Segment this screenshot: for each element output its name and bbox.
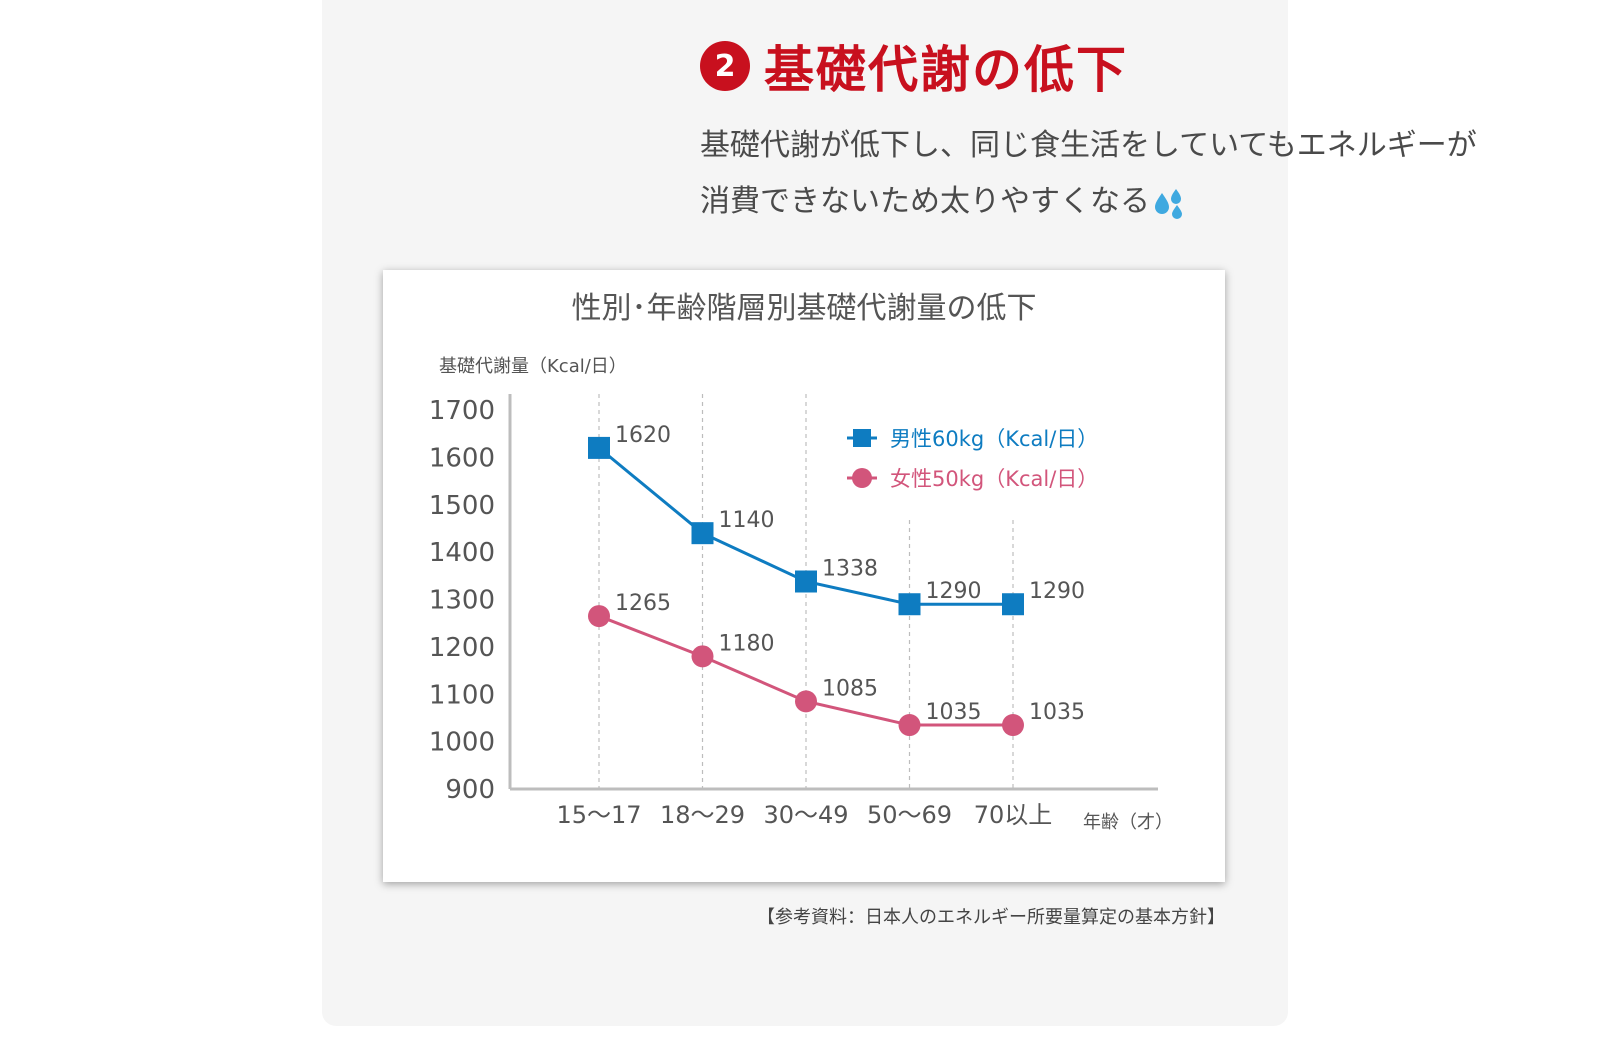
data-label: 1140 xyxy=(719,508,775,533)
chart-svg: 性別･年齢階層別基礎代謝量の低下 基礎代謝量（Kcal/日） 年齢（才） 170… xyxy=(429,291,1173,833)
legend-circle-marker xyxy=(852,468,872,488)
section-number-badge: 2 xyxy=(700,41,750,91)
data-label: 1620 xyxy=(615,423,671,448)
x-axis-label: 年齢（才） xyxy=(1083,812,1173,833)
data-label: 1180 xyxy=(719,631,775,656)
vertical-gridlines xyxy=(598,394,1014,789)
data-label: 1035 xyxy=(1029,700,1085,725)
chart-title: 性別･年齢階層別基礎代謝量の低下 xyxy=(572,291,1037,326)
y-tick-label: 1300 xyxy=(429,586,495,616)
chart-legend: 男性60kg（Kcal/日） 女性50kg（Kcal/日） xyxy=(847,427,1098,491)
x-tick-label: 70以上 xyxy=(974,801,1053,829)
x-tick-label: 18〜29 xyxy=(660,801,745,829)
y-tick-label: 1000 xyxy=(429,728,495,758)
x-tick-labels: 15〜17 18〜29 30〜49 50〜69 70以上 xyxy=(556,801,1052,829)
y-tick-label: 1700 xyxy=(429,396,495,426)
x-tick-label: 50〜69 xyxy=(867,801,952,829)
section-title: 基礎代謝の低下 xyxy=(764,41,1128,99)
y-axis-label: 基礎代謝量（Kcal/日） xyxy=(439,356,627,377)
axes xyxy=(508,394,1158,791)
y-tick-label: 1200 xyxy=(429,633,495,663)
data-label: 1338 xyxy=(822,556,878,581)
sweat-droplets-icon xyxy=(1155,188,1182,219)
data-label: 1265 xyxy=(615,591,671,616)
series-female: 1265 1180 1085 1035 1035 xyxy=(588,591,1085,737)
description-line-2: 消費できないため太りやすくなる xyxy=(700,184,1150,219)
data-label: 1290 xyxy=(1029,579,1085,604)
data-point-square xyxy=(1002,593,1024,616)
data-point-circle xyxy=(1002,714,1024,737)
data-point-square xyxy=(898,593,921,616)
data-point-square xyxy=(691,522,714,545)
data-point-circle xyxy=(588,605,610,628)
data-label: 1085 xyxy=(822,676,878,701)
y-tick-label: 1400 xyxy=(429,538,495,568)
section-heading: 2 基礎代謝の低下 xyxy=(700,36,1128,99)
data-point-circle xyxy=(691,645,714,668)
chart-series: 1620 1140 1338 1290 1290 1265 1180 1085 1035 1035 xyxy=(588,423,1085,737)
y-tick-label: 1100 xyxy=(429,680,495,710)
data-label: 1290 xyxy=(926,579,982,604)
chart-card: 性別･年齢階層別基礎代謝量の低下 基礎代謝量（Kcal/日） 年齢（才） 170… xyxy=(383,270,1225,882)
data-label: 1035 xyxy=(926,700,982,725)
y-tick-labels: 1700 1600 1500 1400 1300 1200 1100 1000 900 xyxy=(429,396,495,805)
y-tick-label: 1600 xyxy=(429,443,495,473)
legend-label: 女性50kg（Kcal/日） xyxy=(890,467,1098,491)
section-description: 基礎代謝が低下し、同じ食生活をしていてもエネルギーが 消費できないため太りやすく… xyxy=(700,118,1580,230)
description-line-1: 基礎代謝が低下し、同じ食生活をしていてもエネルギーが xyxy=(700,128,1477,163)
data-point-square xyxy=(588,436,610,459)
series-male: 1620 1140 1338 1290 1290 xyxy=(588,423,1085,616)
data-point-circle xyxy=(795,690,817,713)
data-point-circle xyxy=(898,714,921,737)
x-tick-label: 30〜49 xyxy=(763,801,848,829)
legend-label: 男性60kg（Kcal/日） xyxy=(890,427,1098,451)
x-tick-label: 15〜17 xyxy=(556,801,641,829)
legend-square-marker xyxy=(853,429,871,447)
source-note: 【参考資料：日本人のエネルギー所要量算定の基本方針】 xyxy=(757,907,1225,928)
data-point-square xyxy=(795,570,817,593)
y-tick-label: 900 xyxy=(445,775,495,805)
y-tick-label: 1500 xyxy=(429,491,495,521)
